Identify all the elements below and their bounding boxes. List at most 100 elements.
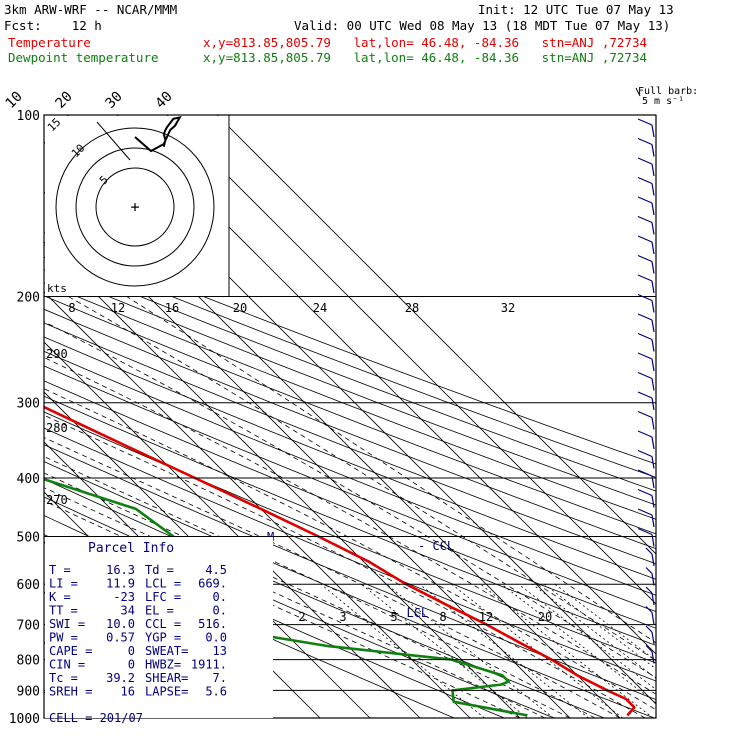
wind-barb-flag bbox=[637, 157, 653, 165]
forecast-hour: Fcst: 12 h bbox=[4, 18, 102, 33]
wind-barb bbox=[651, 202, 655, 216]
wind-legend-units: 5 m s⁻¹ bbox=[642, 96, 684, 107]
wind-barb-flag bbox=[637, 235, 653, 243]
annotation-ccl: - CCL bbox=[418, 539, 454, 553]
parcel-field-label: TT = bbox=[49, 604, 78, 618]
hodograph-ring bbox=[95, 167, 175, 247]
parcel-field-label: K = bbox=[49, 590, 71, 604]
annotation-lcl: - LCL bbox=[392, 606, 428, 620]
wind-barb bbox=[651, 163, 655, 177]
moist-adiabat bbox=[44, 456, 596, 718]
wind-barb bbox=[651, 456, 655, 469]
dry-adiabat bbox=[44, 350, 656, 596]
mixing-ratio-label: 32 bbox=[501, 301, 515, 315]
pressure-tick-label: 600 bbox=[17, 578, 40, 593]
theta-left-label: 280 bbox=[46, 421, 68, 435]
isotherm-line bbox=[44, 241, 521, 718]
mixing-ratio-label: 8 bbox=[439, 610, 446, 624]
pressure-tick-label: 700 bbox=[17, 619, 40, 634]
mixing-ratio-line bbox=[419, 583, 589, 718]
parcel-field-label: CAPE = bbox=[49, 644, 92, 658]
dry-adiabat bbox=[44, 282, 656, 520]
wind-barb bbox=[651, 417, 655, 430]
parcel-field-value: 7. bbox=[213, 671, 227, 685]
hodograph-center: + bbox=[130, 198, 139, 216]
wind-barb bbox=[651, 553, 655, 567]
dry-adiabat bbox=[44, 365, 656, 612]
wind-barb bbox=[651, 631, 655, 645]
hodograph-tail bbox=[96, 121, 131, 161]
parcel-field-value: -23 bbox=[113, 590, 135, 604]
parcel-field-label: SHEAR= bbox=[145, 671, 188, 685]
wind-barb-flag bbox=[645, 547, 653, 555]
parcel-field-label: LFC = bbox=[145, 590, 181, 604]
parcel-field-label: SWEAT= bbox=[145, 644, 188, 658]
parcel-field-label: SWI = bbox=[49, 617, 85, 631]
parcel-field-label: CIN = bbox=[49, 658, 85, 672]
wind-barb bbox=[651, 475, 655, 489]
wind-barb bbox=[651, 495, 655, 508]
parcel-field-value: 34 bbox=[121, 604, 135, 618]
wind-barb bbox=[651, 612, 655, 625]
wind-barb-flag bbox=[637, 469, 653, 477]
parcel-field-value: 13 bbox=[213, 644, 227, 658]
hodograph-ring bbox=[55, 127, 215, 287]
mixing-ratio-label: 12 bbox=[111, 301, 125, 315]
wind-barb bbox=[651, 300, 655, 313]
wind-barb-flag bbox=[637, 449, 653, 458]
parcel-info-box: Parcel Info T = 16.3 Td = 4.5 LI = 11.9 LCL = 66… bbox=[45, 537, 273, 725]
wind-barb-flag bbox=[637, 430, 653, 438]
mixing-ratio-line bbox=[386, 583, 554, 718]
parcel-field-label: CCL = bbox=[145, 617, 181, 631]
valid-time: Valid: 00 UTC Wed 08 May 13 (18 MDT Tue … bbox=[294, 18, 671, 33]
isotherm-line bbox=[44, 291, 471, 718]
isotherm-line bbox=[44, 341, 421, 718]
wind-barb-flag bbox=[637, 508, 653, 516]
parcel-field-value: 669. bbox=[198, 577, 227, 591]
isotherm-line bbox=[166, 115, 656, 605]
wind-barb bbox=[651, 339, 655, 352]
wind-barb-flag bbox=[637, 332, 653, 341]
parcel-field-value: 5.6 bbox=[205, 685, 227, 699]
wind-barb-flag bbox=[637, 118, 653, 126]
mixing-ratio-label: 5 bbox=[390, 610, 397, 624]
wind-barb bbox=[651, 358, 655, 372]
mixing-ratio-line bbox=[544, 583, 656, 670]
dry-adiabat bbox=[44, 232, 656, 465]
wind-barb-flag bbox=[645, 586, 653, 594]
mixing-ratio-label: 2 bbox=[298, 610, 305, 624]
wind-barb-flag bbox=[637, 254, 653, 263]
wind-barb bbox=[651, 261, 655, 274]
wind-barb-flag bbox=[645, 567, 653, 574]
moist-adiabat bbox=[44, 472, 571, 718]
wind-barb-flag bbox=[637, 391, 653, 399]
wind-barb-flag bbox=[637, 313, 653, 321]
dry-adiabat bbox=[44, 308, 656, 550]
mixing-ratio-label: 16 bbox=[165, 301, 179, 315]
dry-adiabat bbox=[44, 269, 656, 506]
wind-barb-flag bbox=[637, 293, 653, 302]
parcel-info-title: Parcel Info bbox=[88, 541, 174, 556]
wind-barb-flag bbox=[645, 606, 653, 613]
parcel-field-label: Td = bbox=[145, 563, 174, 577]
wind-barb-flag bbox=[637, 274, 653, 282]
wind-barb bbox=[651, 436, 655, 450]
parcel-field-value: 516. bbox=[198, 617, 227, 631]
parcel-info-background bbox=[45, 537, 273, 718]
wind-legend-title: Full barb: bbox=[638, 86, 698, 97]
hodograph-ring bbox=[75, 147, 195, 267]
pressure-tick-label: 300 bbox=[17, 397, 40, 412]
mixing-ratio-line bbox=[554, 583, 656, 662]
parcel-field-label: HWBZ= bbox=[145, 658, 181, 672]
parcel-field-value: 0 bbox=[128, 658, 135, 672]
wind-barb bbox=[651, 592, 655, 606]
parcel-field-value: 0 bbox=[128, 644, 135, 658]
wind-barb bbox=[651, 514, 655, 528]
wind-barb bbox=[651, 222, 655, 235]
parcel-field-label: LAPSE= bbox=[145, 685, 188, 699]
parcel-field-value: 0.0 bbox=[205, 631, 227, 645]
parcel-field-value: 39.2 bbox=[106, 671, 135, 685]
mixing-ratio-label: 8 bbox=[68, 301, 75, 315]
